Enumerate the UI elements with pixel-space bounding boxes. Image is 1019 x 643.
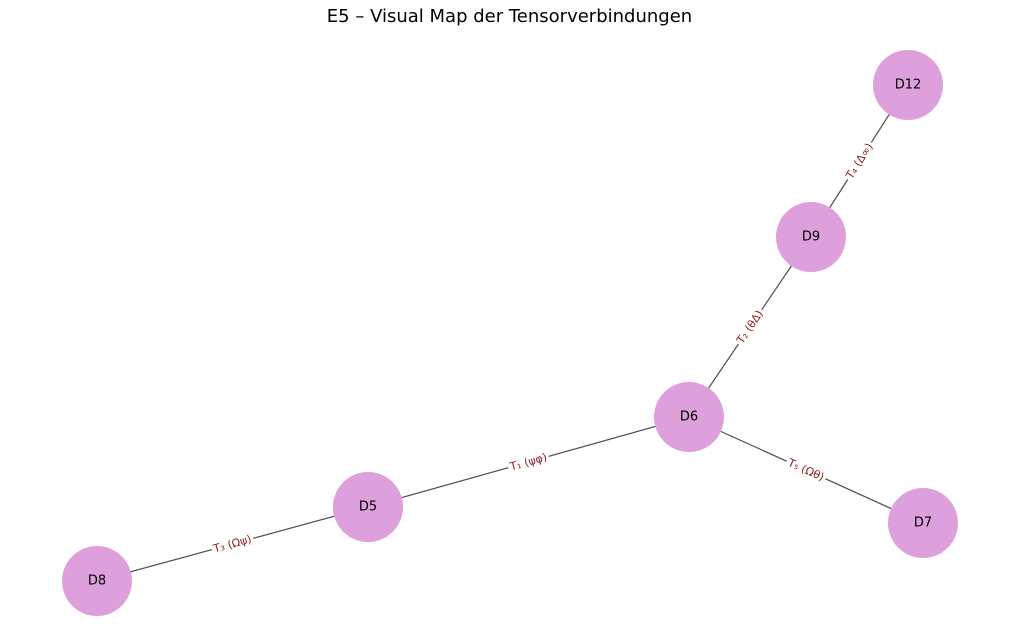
node-circle [873, 50, 943, 120]
node-circle [654, 382, 724, 452]
node-D9: D9 [776, 202, 846, 272]
edge-label-background [841, 138, 878, 184]
edge-label: T₂ (θΔ) [734, 308, 766, 347]
node-D7: D7 [888, 488, 958, 558]
edge-label-group-D6-D7: T₅ (Ωθ) [783, 454, 829, 486]
edge-label: T₅ (Ωθ) [785, 456, 826, 484]
node-label: D7 [914, 516, 932, 531]
edge-label-background [506, 449, 551, 475]
node-label: D6 [680, 410, 698, 425]
node-D5: D5 [333, 472, 403, 542]
node-circle [333, 472, 403, 542]
edge-label: T₃ (Ωψ) [211, 533, 253, 556]
edge-label-group-D8-D5: T₃ (Ωψ) [209, 531, 256, 557]
edges-layer [96, 84, 924, 582]
node-circle [62, 546, 132, 616]
edge-label-group-D9-D12: T₄ (Δ∞) [841, 138, 878, 184]
node-D12: D12 [873, 50, 943, 120]
edge-label-group-D5-D6: T₁ (ψφ) [506, 449, 551, 475]
node-D6: D6 [654, 382, 724, 452]
edge-label-background [783, 454, 829, 486]
edge-labels-layer: T₄ (Δ∞) T₂ (θΔ) T₁ (ψφ) T₅ (Ωθ) T₃ (Ωψ) [209, 138, 878, 557]
node-label: D5 [359, 500, 377, 515]
edge-label-background [732, 305, 768, 349]
edge-label: T₄ (Δ∞) [843, 141, 876, 182]
edge-label-background [209, 531, 256, 557]
node-label: D12 [895, 78, 922, 93]
edge-label: T₁ (ψφ) [508, 451, 549, 474]
node-label: D9 [802, 230, 820, 245]
edge-label-group-D6-D9: T₂ (θΔ) [732, 305, 768, 349]
node-circle [888, 488, 958, 558]
node-label: D8 [88, 574, 106, 589]
diagram-title: E5 – Visual Map der Tensorverbindungen [326, 6, 693, 27]
node-D8: D8 [62, 546, 132, 616]
node-circle [776, 202, 846, 272]
nodes-layer: D12 D9 D6 D5 D7 D8 [62, 50, 958, 616]
